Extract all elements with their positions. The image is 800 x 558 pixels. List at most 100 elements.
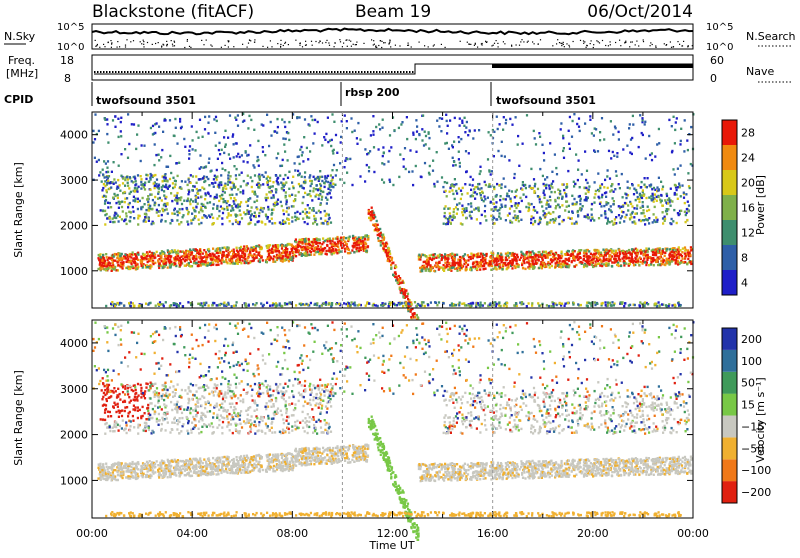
nsearch-dot xyxy=(652,44,653,45)
power-cell xyxy=(659,256,661,258)
power-cell xyxy=(112,266,114,268)
power-cell xyxy=(134,190,136,192)
power-cell xyxy=(538,223,540,225)
nsearch-dot xyxy=(596,40,597,41)
power-cell xyxy=(591,208,593,210)
power-cell xyxy=(652,251,654,253)
power-cell xyxy=(159,210,161,212)
nsearch-label: N.Search xyxy=(746,30,796,43)
power-cell xyxy=(266,193,268,195)
power-cell xyxy=(689,187,691,189)
power-cell xyxy=(132,206,134,208)
nsearch-series xyxy=(95,39,693,48)
power-cell xyxy=(478,256,480,258)
power-cell xyxy=(282,159,284,161)
power-cell xyxy=(148,217,150,219)
power-cell xyxy=(332,152,334,154)
power-cell xyxy=(262,183,264,185)
power-cell xyxy=(291,181,293,183)
power-cell xyxy=(118,207,120,209)
power-cell xyxy=(632,184,634,186)
nsearch-dot xyxy=(520,41,521,42)
power-cell xyxy=(669,256,671,258)
nsearch-dot xyxy=(228,46,229,47)
power-cell xyxy=(538,259,540,261)
power-cell xyxy=(645,247,647,249)
power-cell xyxy=(162,131,164,133)
power-cell xyxy=(625,255,627,257)
nsearch-dot xyxy=(285,42,286,43)
power-cell xyxy=(216,194,218,196)
power-cell xyxy=(546,223,548,225)
power-cell xyxy=(669,262,671,264)
nsearch-dot xyxy=(629,46,630,47)
power-cell xyxy=(122,257,124,259)
power-cell xyxy=(613,222,615,224)
power-cell xyxy=(497,252,499,254)
power-cell xyxy=(670,205,672,207)
power-cell xyxy=(636,204,638,206)
power-cell xyxy=(127,185,129,187)
power-cell xyxy=(235,199,237,201)
power-cell xyxy=(331,113,333,115)
power-cell xyxy=(632,115,634,117)
power-cell xyxy=(281,245,283,247)
power-cell xyxy=(312,222,314,224)
power-cell xyxy=(470,189,472,191)
power-cell xyxy=(133,196,135,198)
power-cell xyxy=(98,174,100,176)
power-cell xyxy=(605,196,607,198)
power-cell xyxy=(582,205,584,207)
power-cell xyxy=(458,141,460,143)
power-cell xyxy=(474,265,476,267)
power-cell xyxy=(130,260,132,262)
power-cell xyxy=(319,242,321,244)
power-cell xyxy=(532,259,534,261)
power-cell xyxy=(440,130,442,132)
nsearch-dot xyxy=(475,43,476,44)
power-cell xyxy=(140,175,142,177)
power-cell xyxy=(105,189,107,191)
nsearch-dot xyxy=(383,42,384,43)
power-cell xyxy=(125,212,127,214)
power-cell xyxy=(301,255,303,257)
power-cell xyxy=(270,197,272,199)
power-cell xyxy=(313,176,315,178)
power-cell xyxy=(633,220,635,222)
power-cell xyxy=(638,201,640,203)
power-cell xyxy=(314,221,316,223)
power-cell xyxy=(594,181,596,183)
power-cell xyxy=(104,180,106,182)
power-cell xyxy=(329,250,331,252)
power-cell xyxy=(499,266,501,268)
power-cell xyxy=(681,251,683,253)
power-cell xyxy=(114,260,116,262)
power-cell xyxy=(242,190,244,192)
power-cell xyxy=(677,253,679,255)
power-cell xyxy=(642,219,644,221)
power-cell xyxy=(669,248,671,250)
power-cell xyxy=(177,214,179,216)
power-cell xyxy=(452,260,454,262)
power-cell xyxy=(174,186,176,188)
power-cell xyxy=(162,253,164,255)
power-cell xyxy=(218,210,220,212)
nsearch-dot xyxy=(249,40,250,41)
power-cell xyxy=(237,206,239,208)
power-cell xyxy=(619,253,621,255)
power-cell xyxy=(242,192,244,194)
power-cell xyxy=(148,258,150,260)
power-cell xyxy=(102,209,104,211)
power-cell xyxy=(676,222,678,224)
power-cell xyxy=(406,116,408,118)
power-cell xyxy=(611,189,613,191)
power-cell xyxy=(304,241,306,243)
power-cell xyxy=(248,211,250,213)
power-cell xyxy=(533,190,535,192)
power-cell xyxy=(382,234,384,236)
power-cell xyxy=(252,164,254,166)
power-cell xyxy=(617,264,619,266)
power-cell xyxy=(198,261,200,263)
power-cell xyxy=(164,265,166,267)
power-cell xyxy=(403,291,405,293)
